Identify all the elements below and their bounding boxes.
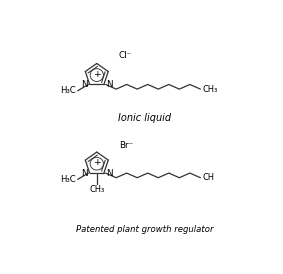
- Text: N: N: [82, 169, 88, 178]
- Text: N: N: [82, 80, 88, 89]
- Text: N: N: [106, 169, 112, 178]
- Text: CH₃: CH₃: [202, 85, 217, 94]
- Text: CH₃: CH₃: [89, 185, 104, 194]
- Text: Br⁻: Br⁻: [119, 141, 133, 150]
- Text: H₃C: H₃C: [60, 175, 76, 184]
- Text: Cl⁻: Cl⁻: [119, 50, 132, 59]
- Text: N: N: [106, 80, 112, 89]
- Text: H₃C: H₃C: [60, 86, 76, 95]
- Text: Ionic liquid: Ionic liquid: [119, 113, 171, 123]
- Text: CH: CH: [202, 173, 214, 182]
- Text: +: +: [93, 158, 101, 167]
- Text: +: +: [93, 70, 101, 79]
- Text: Patented plant growth regulator: Patented plant growth regulator: [76, 225, 214, 234]
